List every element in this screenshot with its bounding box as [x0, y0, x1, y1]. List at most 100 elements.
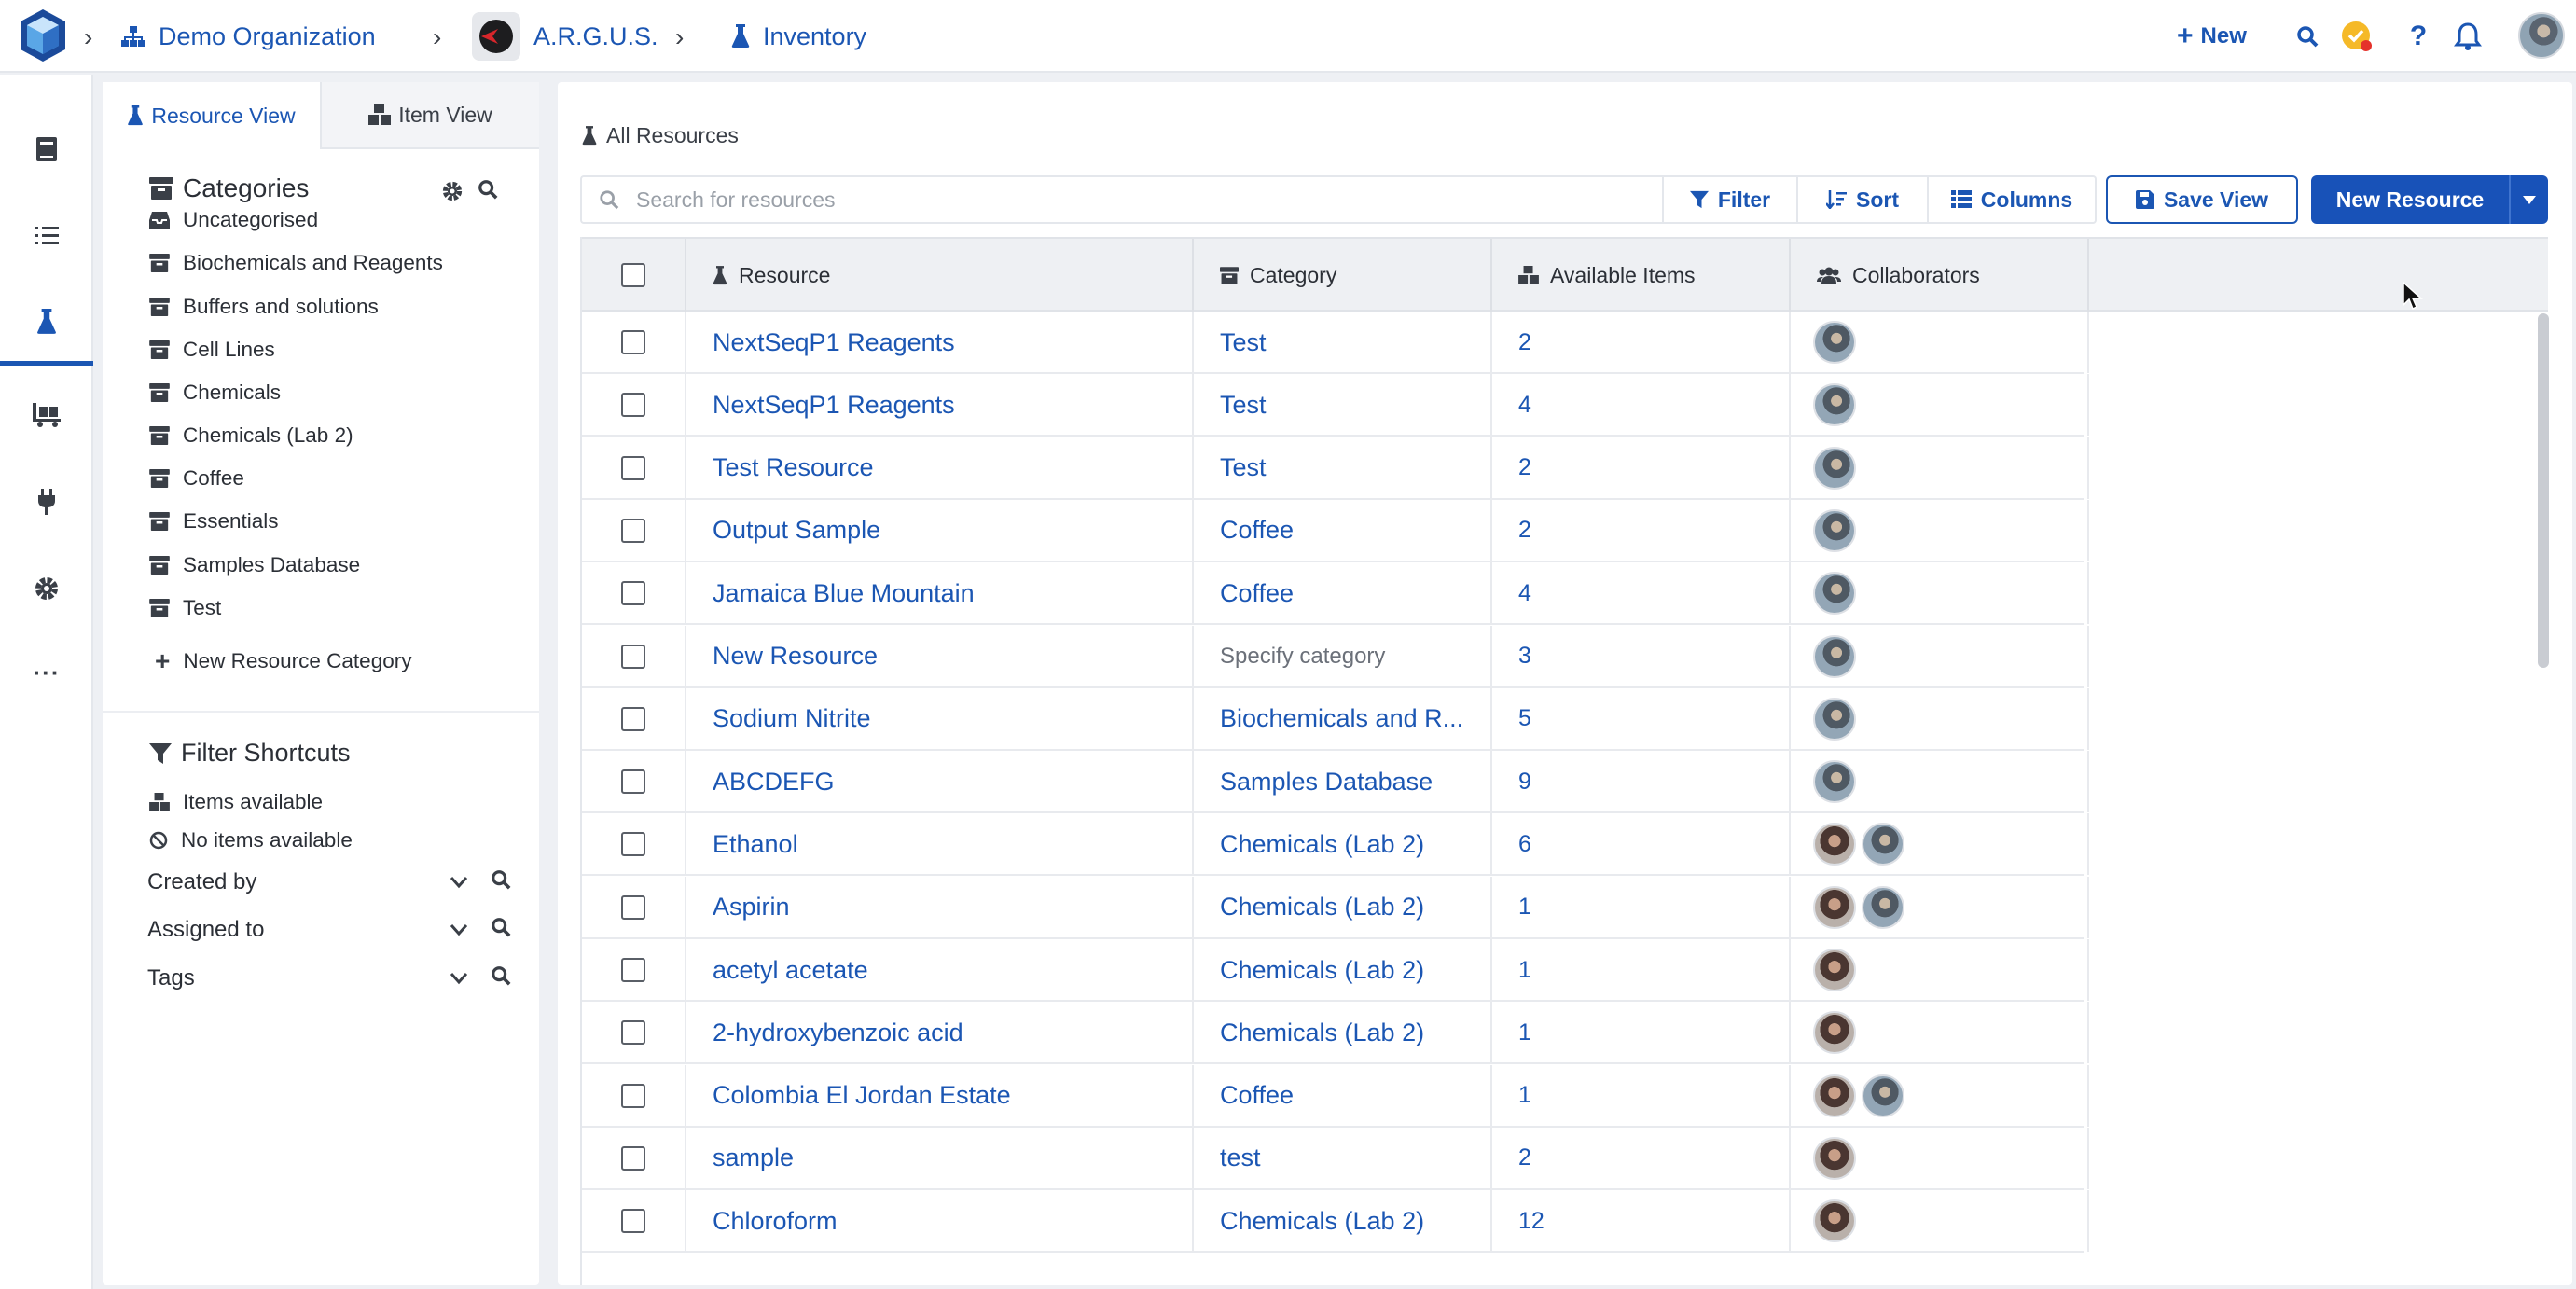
filter-assigned-to[interactable]: Assigned to [147, 913, 511, 947]
new-top-button[interactable]: + New [2177, 0, 2247, 73]
collaborator-avatar[interactable] [1813, 572, 1856, 616]
tab-resource-view[interactable]: Resource View [103, 82, 322, 149]
nav-settings[interactable] [0, 547, 93, 631]
notifications-bell-icon[interactable] [2450, 19, 2486, 54]
resource-name-link[interactable]: Chloroform [686, 1190, 1194, 1253]
filter-created-by[interactable]: Created by [147, 866, 511, 899]
category-link[interactable]: Specify category [1194, 625, 1492, 687]
row-checkbox[interactable] [621, 1020, 645, 1046]
available-items-link[interactable]: 2 [1492, 312, 1791, 373]
caret-down-icon[interactable] [2511, 195, 2548, 204]
resource-name-link[interactable]: sample [686, 1127, 1194, 1189]
collaborator-avatar[interactable] [1813, 885, 1856, 929]
nav-notebook[interactable] [0, 107, 93, 191]
available-items-link[interactable]: 6 [1492, 813, 1791, 876]
category-settings-gear-icon[interactable] [442, 181, 463, 206]
category-item[interactable]: Samples Database [149, 551, 360, 579]
category-link[interactable]: Coffee [1194, 1064, 1492, 1127]
resource-name-link[interactable]: acetyl acetate [686, 939, 1194, 1001]
resource-name-link[interactable]: Aspirin [686, 876, 1194, 938]
help-icon[interactable]: ? [2409, 21, 2428, 51]
row-checkbox[interactable] [621, 706, 645, 731]
chevron-down-icon[interactable] [450, 869, 468, 895]
table-row[interactable]: Output Sample Coffee 2 [582, 499, 2089, 562]
save-view-button[interactable]: Save View [2106, 175, 2298, 224]
collaborator-avatar[interactable] [1862, 885, 1904, 929]
table-row[interactable]: ABCDEFG Samples Database 9 [582, 751, 2089, 814]
row-checkbox[interactable] [621, 958, 645, 982]
tab-item-view[interactable]: Item View [322, 82, 539, 149]
collaborator-avatar[interactable] [1813, 321, 1856, 364]
column-header-resource[interactable]: Resource [686, 239, 1194, 312]
columns-button[interactable]: Columns [1929, 175, 2097, 224]
resource-name-link[interactable]: 2-hydroxybenzoic acid [686, 1002, 1194, 1064]
resource-name-link[interactable]: NextSeqP1 Reagents [686, 312, 1194, 373]
collaborator-avatar[interactable] [1813, 508, 1856, 552]
available-items-link[interactable]: 4 [1492, 562, 1791, 625]
resource-name-link[interactable]: Sodium Nitrite [686, 687, 1194, 750]
nav-equipment[interactable] [0, 373, 93, 457]
category-link[interactable]: Coffee [1194, 499, 1492, 561]
collaborator-avatar[interactable] [1862, 1074, 1904, 1117]
category-link[interactable]: Chemicals (Lab 2) [1194, 1002, 1492, 1064]
collaborator-avatar[interactable] [1813, 823, 1856, 866]
search-icon[interactable] [491, 917, 511, 944]
breadcrumb-org[interactable]: Demo Organization [121, 0, 376, 73]
table-row[interactable]: sample test 2 [582, 1127, 2089, 1190]
category-search-icon[interactable] [478, 179, 498, 204]
search-icon[interactable] [491, 869, 511, 896]
category-link[interactable]: Test [1194, 374, 1492, 437]
resource-name-link[interactable]: Test Resource [686, 437, 1194, 499]
available-items-link[interactable]: 9 [1492, 751, 1791, 813]
category-link[interactable]: Biochemicals and R... [1194, 687, 1492, 750]
table-row[interactable]: Jamaica Blue Mountain Coffee 4 [582, 562, 2089, 626]
row-checkbox[interactable] [621, 393, 645, 418]
row-checkbox[interactable] [621, 1145, 645, 1171]
resource-name-link[interactable]: Colombia El Jordan Estate [686, 1064, 1194, 1127]
collaborator-avatar[interactable] [1813, 1074, 1856, 1117]
collaborator-avatar[interactable] [1813, 1136, 1856, 1180]
row-checkbox[interactable] [621, 1209, 645, 1234]
category-link[interactable]: Test [1194, 437, 1492, 499]
resource-name-link[interactable]: New Resource [686, 625, 1194, 687]
table-row[interactable]: Colombia El Jordan Estate Coffee 1 [582, 1064, 2089, 1128]
shortcut-items-available[interactable]: Items available [149, 788, 323, 816]
category-link[interactable]: Test [1194, 312, 1492, 373]
column-header-collaborators[interactable]: Collaborators [1791, 239, 2089, 312]
resource-name-link[interactable]: Ethanol [686, 813, 1194, 876]
collaborator-avatar[interactable] [1813, 1199, 1856, 1243]
search-input[interactable] [636, 187, 1569, 213]
row-checkbox[interactable] [621, 832, 645, 857]
category-item[interactable]: Test [149, 594, 221, 622]
available-items-link[interactable]: 4 [1492, 374, 1791, 437]
row-checkbox[interactable] [621, 894, 645, 920]
row-checkbox[interactable] [621, 644, 645, 669]
category-item[interactable]: Essentials [149, 507, 279, 535]
category-link[interactable]: test [1194, 1127, 1492, 1189]
task-status-icon[interactable] [2339, 19, 2375, 54]
collaborator-avatar[interactable] [1813, 446, 1856, 490]
available-items-link[interactable]: 1 [1492, 1002, 1791, 1064]
collaborator-avatar[interactable] [1813, 760, 1856, 804]
category-item[interactable]: Chemicals [149, 379, 281, 407]
column-header-category[interactable]: Category [1194, 239, 1492, 312]
breadcrumb-page[interactable]: Inventory [731, 0, 866, 73]
category-link[interactable]: Chemicals (Lab 2) [1194, 876, 1492, 938]
available-items-link[interactable]: 2 [1492, 499, 1791, 561]
nav-more[interactable]: ··· [0, 631, 93, 714]
available-items-link[interactable]: 1 [1492, 1064, 1791, 1127]
row-checkbox[interactable] [621, 1083, 645, 1108]
table-row[interactable]: 2-hydroxybenzoic acid Chemicals (Lab 2) 1 [582, 1002, 2089, 1065]
new-resource-button[interactable]: New Resource [2311, 175, 2548, 224]
filter-button[interactable]: Filter [1662, 175, 1798, 224]
row-checkbox[interactable] [621, 769, 645, 795]
select-all-checkbox[interactable] [621, 263, 645, 287]
table-row[interactable]: Test Resource Test 2 [582, 437, 2089, 500]
chevron-down-icon[interactable] [450, 965, 468, 991]
category-item[interactable]: Uncategorised [149, 206, 318, 234]
category-item[interactable]: Biochemicals and Reagents [149, 249, 443, 277]
resource-name-link[interactable]: ABCDEFG [686, 751, 1194, 813]
available-items-link[interactable]: 2 [1492, 1127, 1791, 1189]
table-row[interactable]: acetyl acetate Chemicals (Lab 2) 1 [582, 939, 2089, 1002]
filter-tags[interactable]: Tags [147, 962, 511, 995]
